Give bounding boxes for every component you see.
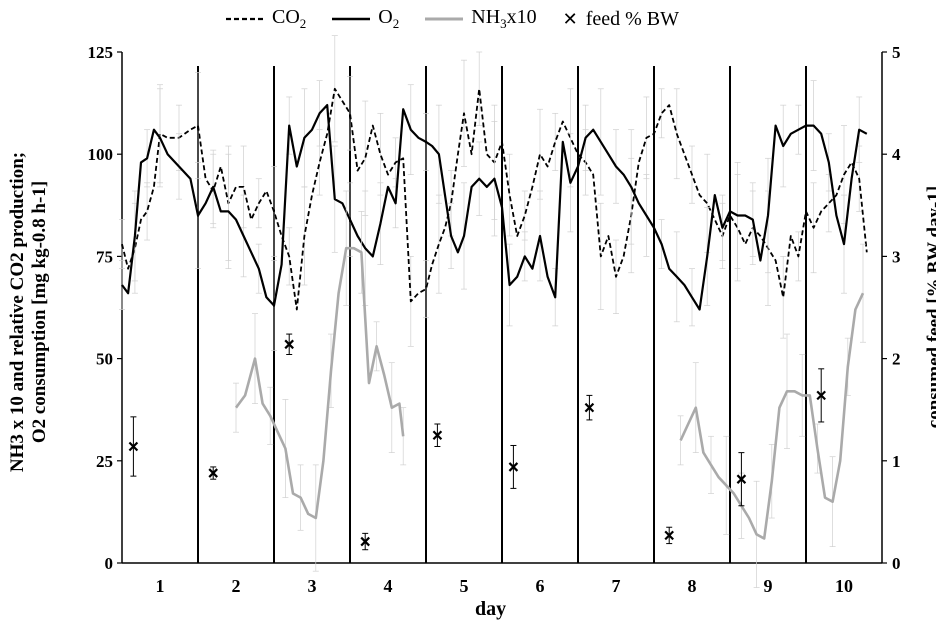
y-right-tick-label: 2 <box>892 350 901 369</box>
legend-feed: ✕ feed % BW <box>563 8 679 31</box>
o2-line <box>121 104 868 311</box>
y-axis-right-title-text: consumed feed [% BW day-1] <box>924 185 936 429</box>
feed-point <box>284 339 294 350</box>
y-right-tick-label: 0 <box>892 554 901 573</box>
day-label: 8 <box>688 576 697 596</box>
y-axis-left-title-line1: NH3 x 10 and relative CO2 production; <box>7 151 28 473</box>
y-right-tick-label: 5 <box>892 43 901 62</box>
y-left-tick-label: 50 <box>96 350 113 369</box>
feed-point <box>208 468 218 478</box>
legend-o2-swatch <box>332 17 371 21</box>
y-axis-left-title: NH3 x 10 and relative CO2 production; O2… <box>7 102 51 522</box>
legend-co2-swatch <box>226 17 264 21</box>
legend-nh3-label: NH3x10 <box>471 6 537 31</box>
feed-point <box>360 536 370 547</box>
y-left-tick-label: 75 <box>96 247 113 266</box>
y-axis-left-title-line2: O2 consumption [mg kg-0.8 h-1] <box>29 180 50 444</box>
nh3-line <box>234 246 405 520</box>
y-left-tick-label: 0 <box>105 554 114 573</box>
legend-co2-label: CO2 <box>272 6 307 31</box>
legend-o2: O2 <box>332 6 399 32</box>
y-left-tick-label: 25 <box>96 452 113 471</box>
legend-o2-label: O2 <box>378 6 400 31</box>
y-right-tick-label: 4 <box>892 145 901 164</box>
feed-point <box>664 530 674 541</box>
feed-point <box>816 390 826 401</box>
day-label: 10 <box>835 576 853 596</box>
day-label: 2 <box>232 576 241 596</box>
legend-nh3-swatch <box>425 17 464 21</box>
x-axis-title: day <box>475 598 507 620</box>
feed-point <box>128 441 139 452</box>
feed-point <box>736 474 747 484</box>
day-label: 1 <box>156 576 165 596</box>
day-label: 6 <box>536 576 545 596</box>
legend-feed-label: feed % BW <box>585 7 680 30</box>
legend-nh3: NH3x10 <box>425 6 537 32</box>
y-axis-right-title: consumed feed [% BW day-1] <box>924 142 936 472</box>
y-right-tick-label: 3 <box>892 247 901 266</box>
day-label: 9 <box>764 576 773 596</box>
day-label: 5 <box>460 576 469 596</box>
day-label: 7 <box>612 576 621 596</box>
feed-point <box>432 430 443 441</box>
day-label: 4 <box>384 576 393 596</box>
y-left-tick-label: 125 <box>88 43 114 62</box>
y-left-tick-label: 100 <box>88 145 114 164</box>
legend-feed-marker-icon: ✕ <box>562 8 578 30</box>
day-label: 3 <box>308 576 317 596</box>
y-right-tick-label: 1 <box>892 452 901 471</box>
feed-point <box>508 462 519 472</box>
feed-point <box>584 402 595 413</box>
legend-co2: CO2 <box>226 6 306 32</box>
legend: CO2 O2 NH3x10 ✕ feed % BW <box>226 4 705 34</box>
nh3-line <box>679 292 865 540</box>
